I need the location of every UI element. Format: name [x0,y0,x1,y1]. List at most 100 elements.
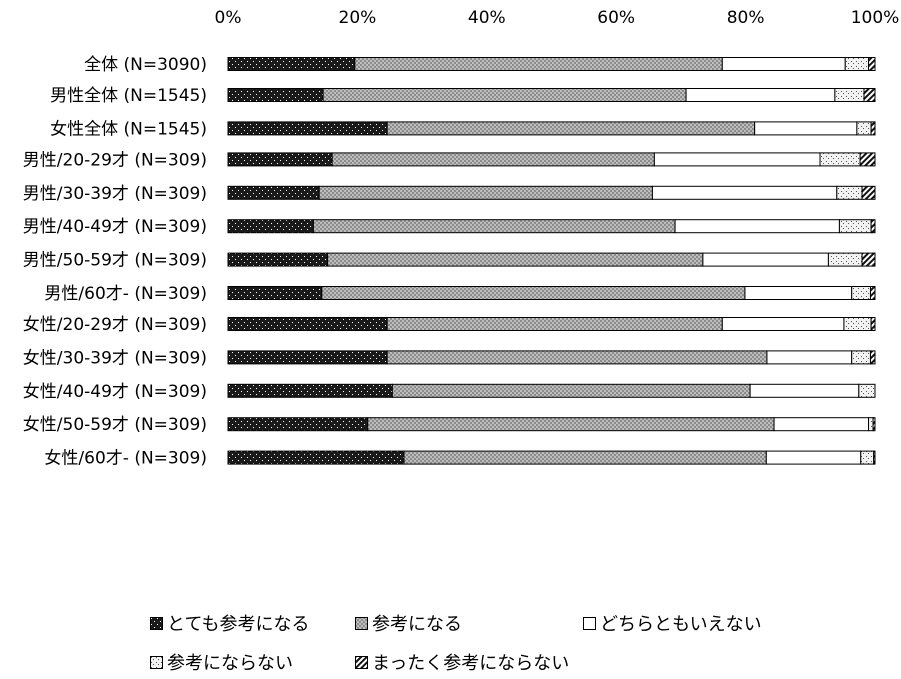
category-label: 男性/30-39才 (N=309) [23,184,207,204]
bar-segment-diagonal [873,450,876,465]
bar-segment-gray-checker [354,57,723,71]
category-label: 男性/40-49才 (N=309) [23,217,207,237]
bar-segment-gray-checker [386,350,768,365]
x-tick-label: 80% [727,8,765,28]
bar-segment-diagonal [859,152,876,167]
bar-segment-dark-dots [227,152,333,167]
bar-segment-light-dots [851,350,871,365]
bar-segment-light-dots [819,152,861,167]
x-tick-label: 20% [339,8,377,28]
bar-segment-diagonal [861,185,876,200]
legend-row-2: 参考にならない まったく参考にならない [0,649,901,679]
bar-segment-white [721,317,845,331]
legend-swatch-dark-dots [150,616,163,630]
legend-label: 参考にならない [167,653,293,674]
legend-swatch-gray-checker [355,616,368,630]
category-label: 男性/60才- (N=309) [44,284,207,304]
bar-segment-white [653,152,821,167]
bar-segment-light-dots [858,383,876,398]
category-label: 女性/20-29才 (N=309) [23,315,207,335]
bar-segment-light-dots [834,88,865,102]
bar-segment-gray-checker [322,88,687,102]
bar-segment-white [702,252,829,267]
bar-segment-light-dots [860,450,875,465]
legend-label: どちらともいえない [600,614,762,635]
category-label: 女性/30-39才 (N=309) [23,348,207,368]
bar-segment-gray-checker [312,219,676,234]
bar-segment-diagonal [870,317,876,331]
bar-segment-white [674,219,840,234]
legend-item-helpful: 参考になる [355,610,462,636]
bar-segment-dark-dots [227,417,369,432]
x-tick-label: 60% [597,8,635,28]
bar-segment-white [749,383,860,398]
y-axis-labels: 全体 (N=3090) 男性全体 (N=1545) 女性全体 (N=1545) 男性/… [23,55,207,469]
bar-segment-light-dots [838,219,872,234]
legend-label: とても参考になる [167,614,310,635]
bar-segment-light-dots [856,121,872,136]
category-label: 女性/50-59才 (N=309) [23,415,207,435]
bar-segment-white [773,417,870,432]
bar-segment-gray-checker [331,152,655,167]
bar-segment-diagonal [863,88,876,102]
category-label: 全体 (N=3090) [84,55,207,75]
bar-segment-light-dots [868,417,874,432]
x-tick-label: 0% [215,8,242,28]
legend-label: 参考になる [372,614,462,635]
legend-item-neither: どちらともいえない [583,610,762,636]
bar-segment-dark-dots [227,450,405,465]
legend-row-1: とても参考になる 参考になる どちらともいえない [0,610,901,640]
bar-segment-light-dots [843,317,872,331]
bar-segment-dark-dots [227,185,320,200]
legend-item-not-helpful: 参考にならない [150,649,293,675]
bar-segment-white [685,88,836,102]
bar-segment-dark-dots [227,286,323,300]
bar-segment-light-dots [851,286,871,300]
bar-segment-white [744,286,853,300]
bar-segment-diagonal [861,252,876,267]
bar-segment-gray-checker [327,252,704,267]
bar-segment-white [754,121,858,136]
bar-segment-diagonal [870,219,876,234]
bar-segment-light-dots [836,185,863,200]
bar-segment-gray-checker [403,450,767,465]
bar-segment-dark-dots [227,121,388,136]
bar-segment-light-dots [844,57,870,71]
bar-segment-dark-dots [227,219,314,234]
bar-segment-gray-checker [367,417,775,432]
bar-segment-white [766,350,853,365]
category-label: 女性/60才- (N=309) [44,449,207,469]
bar-segment-diagonal [868,57,876,71]
legend-swatch-diagonal [355,655,368,669]
bar-segment-gray-checker [321,286,746,300]
legend-swatch-light-dots [150,655,163,669]
bar-segment-diagonal [872,417,876,432]
bar-segment-gray-checker [391,383,751,398]
x-tick-label: 40% [468,8,506,28]
bar-segment-light-dots [827,252,863,267]
stacked-bar-chart: 0% 20% 40% 60% 80% 100% 全体 (N=3090) 男性全体 (N=15… [23,8,900,469]
bar-segment-dark-dots [227,350,388,365]
bar-segment-diagonal [869,350,876,365]
bars [227,57,876,465]
legend-swatch-white [583,616,596,630]
bar-segment-dark-dots [227,317,388,331]
category-label: 男性/50-59才 (N=309) [23,251,207,271]
bar-segment-gray-checker [386,121,756,136]
bar-segment-white [651,185,838,200]
category-label: 女性全体 (N=1545) [50,119,207,139]
bar-segment-white [721,57,846,71]
x-axis-ticks: 0% 20% 40% 60% 80% 100% [215,8,900,28]
legend-item-not-helpful-at-all: まったく参考にならない [355,649,569,675]
bar-segment-dark-dots [227,88,324,102]
bar-segment-white [765,450,862,465]
bar-segment-gray-checker [386,317,723,331]
bar-segment-gray-checker [318,185,653,200]
bar-segment-dark-dots [227,57,356,71]
category-label: 女性/40-49才 (N=309) [23,382,207,402]
bar-segment-dark-dots [227,383,393,398]
x-tick-label: 100% [851,8,900,28]
legend-item-very-helpful: とても参考になる [150,610,310,636]
legend-label: まったく参考にならない [372,653,570,674]
category-label: 男性全体 (N=1545) [50,86,207,106]
